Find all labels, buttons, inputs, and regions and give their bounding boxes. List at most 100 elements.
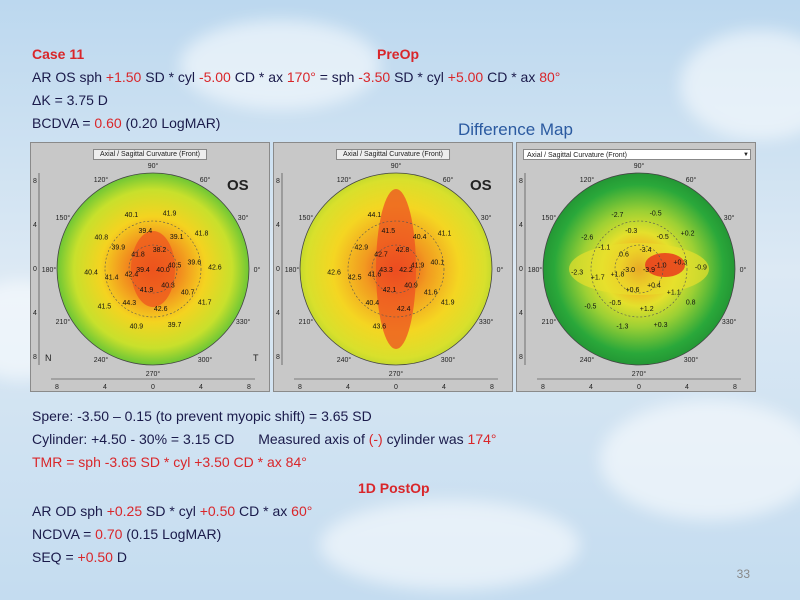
map-value: 41.4 [105, 274, 119, 281]
angle-label: 300° [684, 356, 699, 364]
angle-label: 240° [94, 356, 109, 364]
ar-os-ax2: 80° [539, 69, 561, 85]
map-panel-preop-2: Axial / Sagittal Curvature (Front) 43.3 4… [273, 142, 513, 392]
measured-axis: 174° [467, 431, 497, 447]
angle-label: 210° [56, 318, 71, 326]
map-value: +0.3 [673, 260, 687, 267]
map-value: -0.5 [584, 304, 596, 311]
map-value: 41.8 [195, 230, 209, 237]
angle-label: 210° [299, 318, 314, 326]
map-value: -3.9 [643, 267, 655, 274]
map-value: 42.9 [354, 245, 368, 252]
y-tick-label: 4 [276, 222, 280, 229]
map-value: 44.3 [122, 300, 136, 307]
cylinder-line: Cylinder: +4.50 - 30% = 3.15 CD Measured… [32, 428, 497, 450]
angle-label: 90° [391, 162, 402, 170]
ar-od-cyl: +0.50 [199, 503, 236, 519]
map-value: -0.9 [695, 265, 707, 272]
y-tick-label: 4 [519, 222, 523, 229]
x-tick-label: 4 [442, 384, 446, 391]
angle-label: 270° [389, 370, 404, 378]
angle-label: 330° [479, 318, 494, 326]
map-value: 41.8 [131, 252, 145, 259]
x-tick-label: 4 [199, 384, 203, 391]
ncdva-suffix: (0.15 LogMAR) [122, 526, 222, 542]
corner-label-t: T [253, 353, 259, 363]
tmr-line: TMR = sph -3.65 SD * cyl +3.50 CD * ax 8… [32, 454, 307, 470]
x-tick-label: 8 [490, 384, 494, 391]
ar-os-line: AR OS sph +1.50 SD * cyl -5.00 CD * ax 1… [32, 66, 560, 88]
cylinder-text: Cylinder: +4.50 - 30% = 3.15 CD [32, 431, 235, 447]
seq-line: SEQ = +0.50 D [32, 546, 127, 568]
map-value: 42.7 [374, 252, 388, 259]
cloud [320, 500, 580, 590]
angle-label: 60° [200, 176, 211, 184]
map-value: -3.4 [639, 247, 651, 254]
map-value: 41.9 [411, 262, 425, 269]
bcdva-prefix: BCDVA = [32, 115, 95, 131]
map-value: 39.4 [138, 228, 152, 235]
map-value: -1.1 [598, 245, 610, 252]
ncdva-prefix: NCDVA = [32, 526, 96, 542]
measured-mid: cylinder was [382, 431, 468, 447]
x-tick-label: 8 [733, 384, 737, 391]
angle-label: 90° [148, 162, 159, 170]
ar-os-sph2: -3.50 [358, 69, 391, 85]
map-value: 42.6 [327, 270, 341, 277]
bcdva-line: BCDVA = 0.60 (0.20 LogMAR) [32, 112, 220, 134]
map-value: 39.1 [170, 234, 184, 241]
map-value: 41.9 [441, 300, 455, 307]
y-tick-label: 8 [276, 354, 280, 361]
y-tick-label: 4 [33, 310, 37, 317]
map-value: 40.4 [84, 270, 98, 277]
measured-prefix: Measured axis of [258, 431, 369, 447]
y-tick-label: 8 [519, 354, 523, 361]
map-value: +1.2 [640, 306, 654, 313]
map-value: 0.8 [686, 300, 696, 307]
map-value: -0.3 [625, 228, 637, 235]
x-tick-label: 4 [346, 384, 350, 391]
chevron-down-icon[interactable]: ▼ [743, 152, 749, 158]
measured-minus: (-) [368, 431, 383, 447]
y-tick-label: 0 [276, 266, 280, 273]
y-tick-label: 8 [276, 178, 280, 185]
x-tick-label: 0 [637, 384, 641, 391]
ncdva-line: NCDVA = 0.70 (0.15 LogMAR) [32, 523, 221, 545]
map-value: 41.1 [438, 230, 452, 237]
spere-line: Spere: -3.50 – 0.15 (to prevent myopic s… [32, 408, 372, 424]
map-value: -1.0 [654, 262, 666, 269]
map-title: Axial / Sagittal Curvature (Front) [93, 149, 207, 160]
map-value: 42.6 [208, 265, 222, 272]
topography-map-1: 39.4 40.0 38.2 40.5 40.3 41.9 42.4 41.8 39.1 39.6… [33, 162, 261, 391]
angle-label: 330° [722, 318, 737, 326]
preop-label: PreOp [377, 46, 420, 62]
ar-od-sph: +0.25 [106, 503, 143, 519]
map-value: 39.9 [111, 245, 125, 252]
ar-od-prefix: AR OD sph [32, 503, 107, 519]
map-value: 40.3 [161, 282, 175, 289]
angle-label: 150° [542, 214, 557, 222]
cloud [680, 30, 800, 140]
angle-label: 270° [632, 370, 647, 378]
map-value: 41.9 [140, 287, 154, 294]
map-value: 40.8 [94, 234, 108, 241]
x-tick-label: 8 [55, 384, 59, 391]
map-value: 40.5 [168, 262, 182, 269]
angle-label: 150° [56, 214, 71, 222]
map-value: 42.8 [396, 247, 410, 254]
map-value: +1.8 [611, 272, 625, 279]
map-value: 39.6 [187, 260, 201, 267]
seq-prefix: SEQ = [32, 549, 78, 565]
ar-os-cd2: CD * ax [483, 69, 540, 85]
map-value: 43.6 [373, 324, 387, 331]
eye-label: OS [227, 177, 249, 194]
map-value: 38.2 [153, 247, 167, 254]
map-value: 40.1 [430, 260, 444, 267]
ar-os-cyl1: -5.00 [198, 69, 231, 85]
map-value: 40.7 [181, 290, 195, 297]
map-type-dropdown[interactable]: Axial / Sagittal Curvature (Front) ▼ [523, 149, 751, 160]
topography-map-difference: -3.0 -3.9 -3.4 -1.0 +0.4 +0.6 +1.8 0.6 -0.5 +0.3 +… [519, 162, 747, 391]
cloud [180, 20, 380, 110]
angle-label: 0° [740, 266, 747, 274]
angle-label: 300° [441, 356, 456, 364]
